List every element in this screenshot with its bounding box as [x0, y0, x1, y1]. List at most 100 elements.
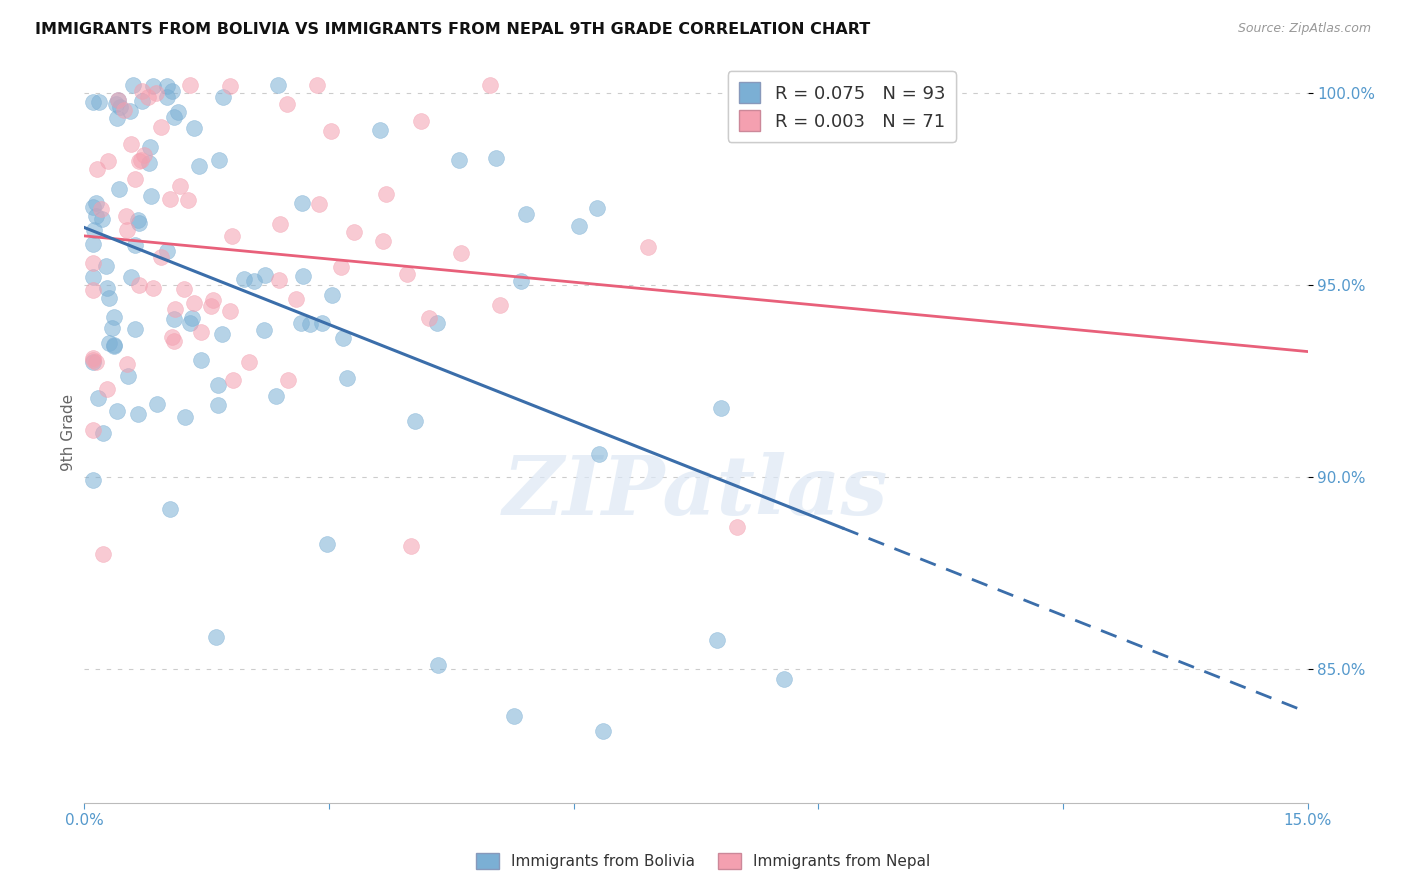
- Point: [568, 219, 591, 234]
- Point: [447, 153, 470, 168]
- Point: [395, 268, 418, 282]
- Point: [103, 310, 125, 325]
- Point: [426, 316, 449, 330]
- Point: [173, 409, 195, 424]
- Point: [212, 90, 235, 104]
- Point: [343, 225, 366, 239]
- Point: [93, 426, 115, 441]
- Point: [96, 281, 118, 295]
- Point: [399, 539, 422, 553]
- Point: [163, 312, 186, 326]
- Point: [115, 357, 138, 371]
- Point: [103, 338, 125, 352]
- Point: [489, 298, 512, 312]
- Point: [166, 104, 188, 119]
- Point: [219, 79, 242, 94]
- Point: [96, 259, 118, 273]
- Point: [181, 310, 204, 325]
- Point: [118, 103, 141, 118]
- Text: Source: ZipAtlas.com: Source: ZipAtlas.com: [1237, 22, 1371, 36]
- Point: [114, 209, 136, 223]
- Point: [173, 282, 195, 296]
- Point: [201, 293, 224, 308]
- Point: [138, 156, 160, 170]
- Point: [91, 212, 114, 227]
- Point: [179, 316, 201, 330]
- Text: IMMIGRANTS FROM BOLIVIA VS IMMIGRANTS FROM NEPAL 9TH GRADE CORRELATION CHART: IMMIGRANTS FROM BOLIVIA VS IMMIGRANTS FR…: [35, 22, 870, 37]
- Point: [374, 186, 396, 201]
- Point: [82, 256, 104, 270]
- Point: [183, 121, 205, 136]
- Point: [131, 94, 153, 108]
- Point: [427, 657, 450, 672]
- Point: [266, 78, 288, 93]
- Point: [124, 238, 146, 252]
- Point: [188, 159, 211, 173]
- Point: [277, 373, 299, 387]
- Point: [156, 244, 179, 258]
- Point: [156, 79, 179, 94]
- Point: [108, 182, 131, 196]
- Point: [124, 322, 146, 336]
- Point: [84, 209, 107, 223]
- Point: [98, 291, 121, 305]
- Point: [82, 237, 104, 252]
- Point: [142, 281, 165, 295]
- Point: [82, 201, 104, 215]
- Point: [105, 404, 128, 418]
- Text: ZIPatlas: ZIPatlas: [503, 452, 889, 532]
- Point: [321, 287, 343, 301]
- Point: [200, 299, 222, 313]
- Point: [90, 202, 112, 216]
- Legend: R = 0.075   N = 93, R = 0.003   N = 71: R = 0.075 N = 93, R = 0.003 N = 71: [728, 71, 956, 142]
- Point: [332, 331, 354, 345]
- Point: [404, 414, 426, 428]
- Point: [290, 196, 312, 211]
- Point: [115, 223, 138, 237]
- Point: [107, 94, 129, 108]
- Point: [131, 84, 153, 98]
- Point: [145, 397, 167, 411]
- Point: [183, 295, 205, 310]
- Point: [159, 502, 181, 516]
- Point: [86, 355, 108, 369]
- Point: [127, 213, 149, 227]
- Point: [368, 123, 391, 137]
- Point: [242, 274, 264, 288]
- Point: [98, 335, 121, 350]
- Point: [108, 100, 131, 114]
- Point: [588, 447, 610, 461]
- Point: [292, 269, 315, 284]
- Point: [91, 547, 114, 561]
- Point: [82, 355, 104, 369]
- Point: [190, 352, 212, 367]
- Point: [253, 323, 276, 337]
- Point: [232, 272, 254, 286]
- Point: [128, 154, 150, 169]
- Point: [82, 351, 104, 366]
- Point: [176, 193, 198, 207]
- Point: [264, 389, 287, 403]
- Point: [96, 382, 118, 396]
- Point: [82, 474, 104, 488]
- Y-axis label: 9th Grade: 9th Grade: [60, 394, 76, 471]
- Point: [163, 302, 186, 317]
- Point: [409, 113, 432, 128]
- Point: [136, 89, 159, 103]
- Point: [211, 327, 233, 342]
- Point: [221, 229, 243, 244]
- Point: [124, 172, 146, 186]
- Point: [276, 97, 298, 112]
- Point: [160, 330, 183, 344]
- Point: [120, 270, 142, 285]
- Point: [145, 87, 167, 101]
- Point: [773, 673, 796, 687]
- Point: [254, 268, 277, 283]
- Point: [725, 519, 748, 533]
- Point: [205, 630, 228, 644]
- Point: [159, 192, 181, 206]
- Point: [149, 120, 172, 135]
- Point: [163, 334, 186, 348]
- Point: [450, 246, 472, 260]
- Point: [97, 154, 120, 169]
